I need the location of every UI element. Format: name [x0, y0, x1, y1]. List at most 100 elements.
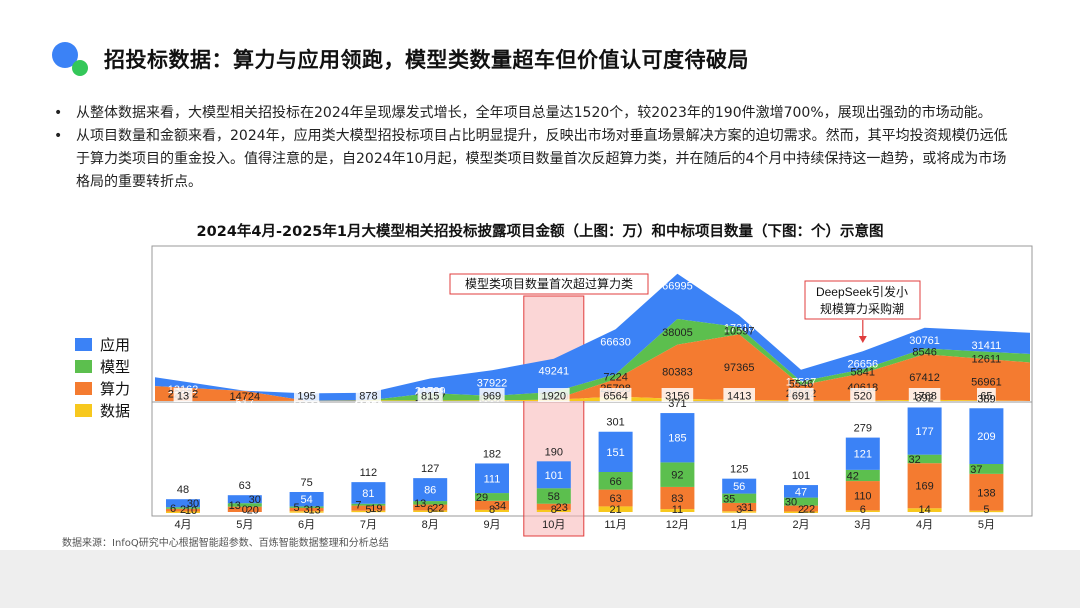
count-label: 56	[733, 481, 745, 493]
annotation-text: DeepSeek引发小	[816, 284, 908, 299]
bar-segment-应用	[227, 495, 262, 504]
bar-segment-应用	[845, 437, 880, 470]
annotation-text: 模型类项目数量首次超过算力类	[465, 276, 633, 291]
annotation-box	[449, 273, 649, 295]
count-total-label: 182	[483, 448, 501, 460]
bar-segment-模型	[166, 507, 200, 509]
bar-segment-模型	[784, 497, 818, 506]
data-label-bg	[661, 388, 694, 402]
legend-swatch	[75, 403, 92, 417]
bar-segment-算力	[907, 463, 942, 509]
data-label-bg	[850, 388, 876, 402]
slide: 招投标数据：算力与应用领跑，模型类数量超车但价值认可度待破局 从整体数据来看，大…	[0, 0, 1080, 550]
bar-segment-应用	[784, 485, 818, 498]
count-label: 86	[424, 485, 436, 497]
x-tick-label: 9月	[483, 519, 500, 531]
annotation-text: 规模算力采购潮	[820, 301, 904, 316]
bar-segment-应用	[536, 461, 571, 489]
count-label: 0	[242, 504, 248, 516]
bullet-list: 从整体数据来看，大模型相关招投标在2024年呈现爆发式增长，全年项目总量达152…	[52, 102, 1012, 194]
x-tick-label: 5月	[236, 519, 253, 531]
count-label: 121	[854, 449, 872, 461]
amount-label: 30761	[909, 335, 940, 347]
footer-band	[0, 550, 1080, 608]
x-tick-label: 11月	[604, 519, 626, 531]
count-label: 3	[736, 504, 742, 516]
amount-label: 3156	[665, 391, 689, 403]
amount-label: 1768	[912, 391, 936, 403]
bar-segment-模型	[351, 503, 386, 506]
bar-segment-模型	[660, 462, 695, 487]
bar-segment-算力	[536, 503, 571, 510]
amount-label: 195	[297, 391, 315, 403]
x-tick-label: 2月	[792, 519, 809, 531]
amount-label: 5841	[851, 366, 875, 378]
count-label: 177	[915, 426, 933, 438]
bar-segment-数据	[475, 509, 509, 512]
count-label: 101	[545, 470, 563, 482]
count-label: 8	[489, 504, 495, 516]
amount-label: 56961	[971, 377, 1002, 389]
bar-segment-应用	[289, 492, 324, 507]
legend-item-compute: 算力	[75, 377, 130, 399]
data-label-bg	[723, 388, 755, 402]
amount-label: 878	[359, 391, 377, 403]
bar-segment-算力	[351, 505, 386, 511]
data-label-bg	[788, 388, 814, 402]
x-tick-label: 4月	[174, 519, 191, 531]
count-label: 32	[908, 454, 920, 466]
annotation-arrowhead	[858, 336, 867, 343]
bar-segment-应用	[907, 407, 942, 455]
amount-label: 65	[980, 391, 992, 403]
bar-segment-算力	[227, 506, 262, 512]
data-label-bg	[355, 388, 381, 402]
bar-segment-模型	[845, 469, 880, 482]
amount-label: 66630	[600, 336, 631, 348]
count-label: 209	[977, 431, 995, 443]
bar-segment-算力	[166, 508, 200, 512]
count-label: 185	[668, 433, 686, 445]
bar-segment-应用	[598, 431, 633, 472]
bar-segment-算力	[475, 500, 509, 510]
amount-label: 17567	[786, 377, 817, 389]
count-label: 47	[795, 486, 807, 498]
bar-segment-数据	[289, 511, 324, 513]
count-label: 22	[432, 502, 444, 514]
legend-item-app: 应用	[75, 333, 130, 355]
bar-segment-算力	[660, 486, 695, 510]
count-label: 13	[229, 500, 241, 512]
count-label: 92	[671, 470, 683, 482]
count-label: 13	[414, 498, 426, 510]
bar-segment-算力	[969, 473, 1004, 511]
area-series-算力	[155, 334, 1030, 401]
count-label: 42	[847, 470, 859, 482]
count-total-label: 48	[177, 484, 189, 496]
bar-segment-模型	[413, 501, 448, 505]
bar-segment-模型	[969, 464, 1004, 474]
data-label-bg	[294, 388, 320, 402]
count-label: 29	[476, 492, 488, 504]
amount-label: 6564	[603, 391, 627, 403]
count-label: 5	[365, 504, 371, 516]
bar-segment-数据	[969, 510, 1004, 513]
count-total-label: 392	[915, 392, 933, 404]
data-label-bg	[479, 388, 505, 402]
count-label: 34	[494, 500, 506, 512]
count-label: 54	[300, 494, 312, 506]
count-label: 23	[556, 502, 568, 514]
legend-swatch	[75, 337, 92, 351]
count-total-label: 301	[606, 417, 624, 429]
count-total-label: 190	[545, 446, 563, 458]
count-label: 5	[983, 504, 989, 516]
area-series-应用	[155, 273, 1030, 401]
area-series-模型	[155, 318, 1030, 401]
legend-swatch	[75, 359, 92, 373]
amount-label: 49241	[539, 366, 570, 378]
count-label: 2	[798, 504, 804, 516]
count-total-label: 125	[730, 464, 748, 476]
amount-label: 38005	[662, 327, 693, 339]
amount-label: 67412	[909, 372, 940, 384]
count-total-label: 389	[977, 393, 995, 405]
amount-label: 80383	[662, 367, 693, 379]
count-label: 151	[606, 447, 624, 459]
